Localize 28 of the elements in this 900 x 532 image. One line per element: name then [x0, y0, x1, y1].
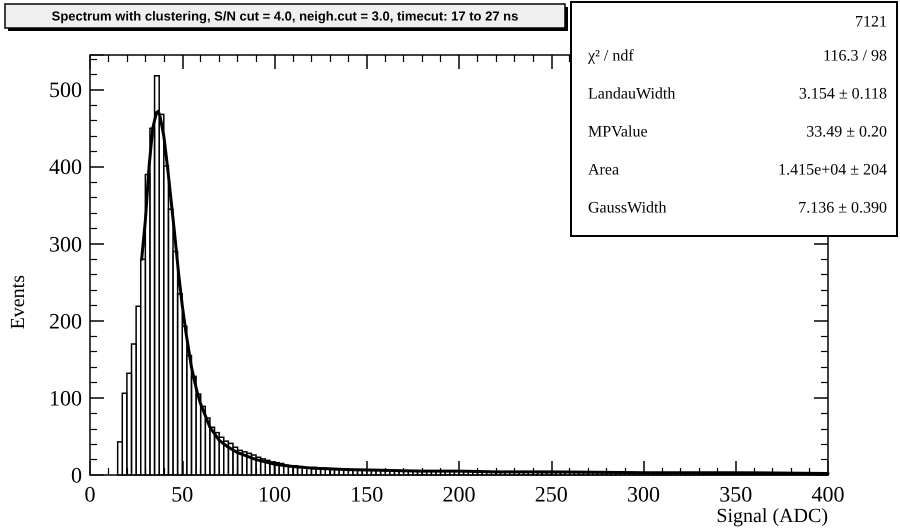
- annotation: 7.136 ± 0.390: [798, 200, 887, 216]
- y-tick-label: 100: [49, 385, 82, 410]
- x-tick-label: 250: [534, 482, 568, 506]
- y-tick-label: 200: [49, 308, 82, 334]
- annotation: Area: [588, 162, 620, 178]
- text: 7121: [855, 14, 887, 30]
- y-axis-title: Events: [7, 274, 29, 330]
- x-tick-label: 400: [812, 482, 844, 506]
- annotation: MPValue: [588, 124, 648, 140]
- annotation: GaussWidth: [588, 200, 666, 216]
- x-tick-label: 50: [171, 482, 194, 506]
- y-tick-label: 300: [49, 231, 82, 256]
- x-tick-label: 350: [719, 482, 752, 506]
- x-tick-label: 200: [442, 482, 476, 506]
- y-tick-label: 500: [49, 77, 82, 102]
- x-axis-title: Signal (ADC): [716, 505, 828, 527]
- annotation: 33.49 ± 0.20: [806, 124, 887, 140]
- x-tick-label: 150: [350, 482, 384, 506]
- y-tick-label: 0: [71, 462, 82, 488]
- annotation: LandauWidth: [588, 86, 676, 102]
- x-tick-label: 300: [627, 482, 660, 506]
- annotation: 116.3 / 98: [823, 48, 887, 64]
- annotation: 1.415e+04 ± 204: [778, 162, 887, 178]
- annotation: 3.154 ± 0.118: [798, 86, 887, 102]
- y-tick-label: 400: [49, 154, 82, 180]
- chart-title: Spectrum with clustering, S/N cut = 4.0, neigh.cut = 3.0, timecut: 17 to 27 ns: [52, 8, 518, 24]
- x-tick-label: 100: [258, 482, 291, 506]
- annotation: χ² / ndf: [587, 48, 634, 64]
